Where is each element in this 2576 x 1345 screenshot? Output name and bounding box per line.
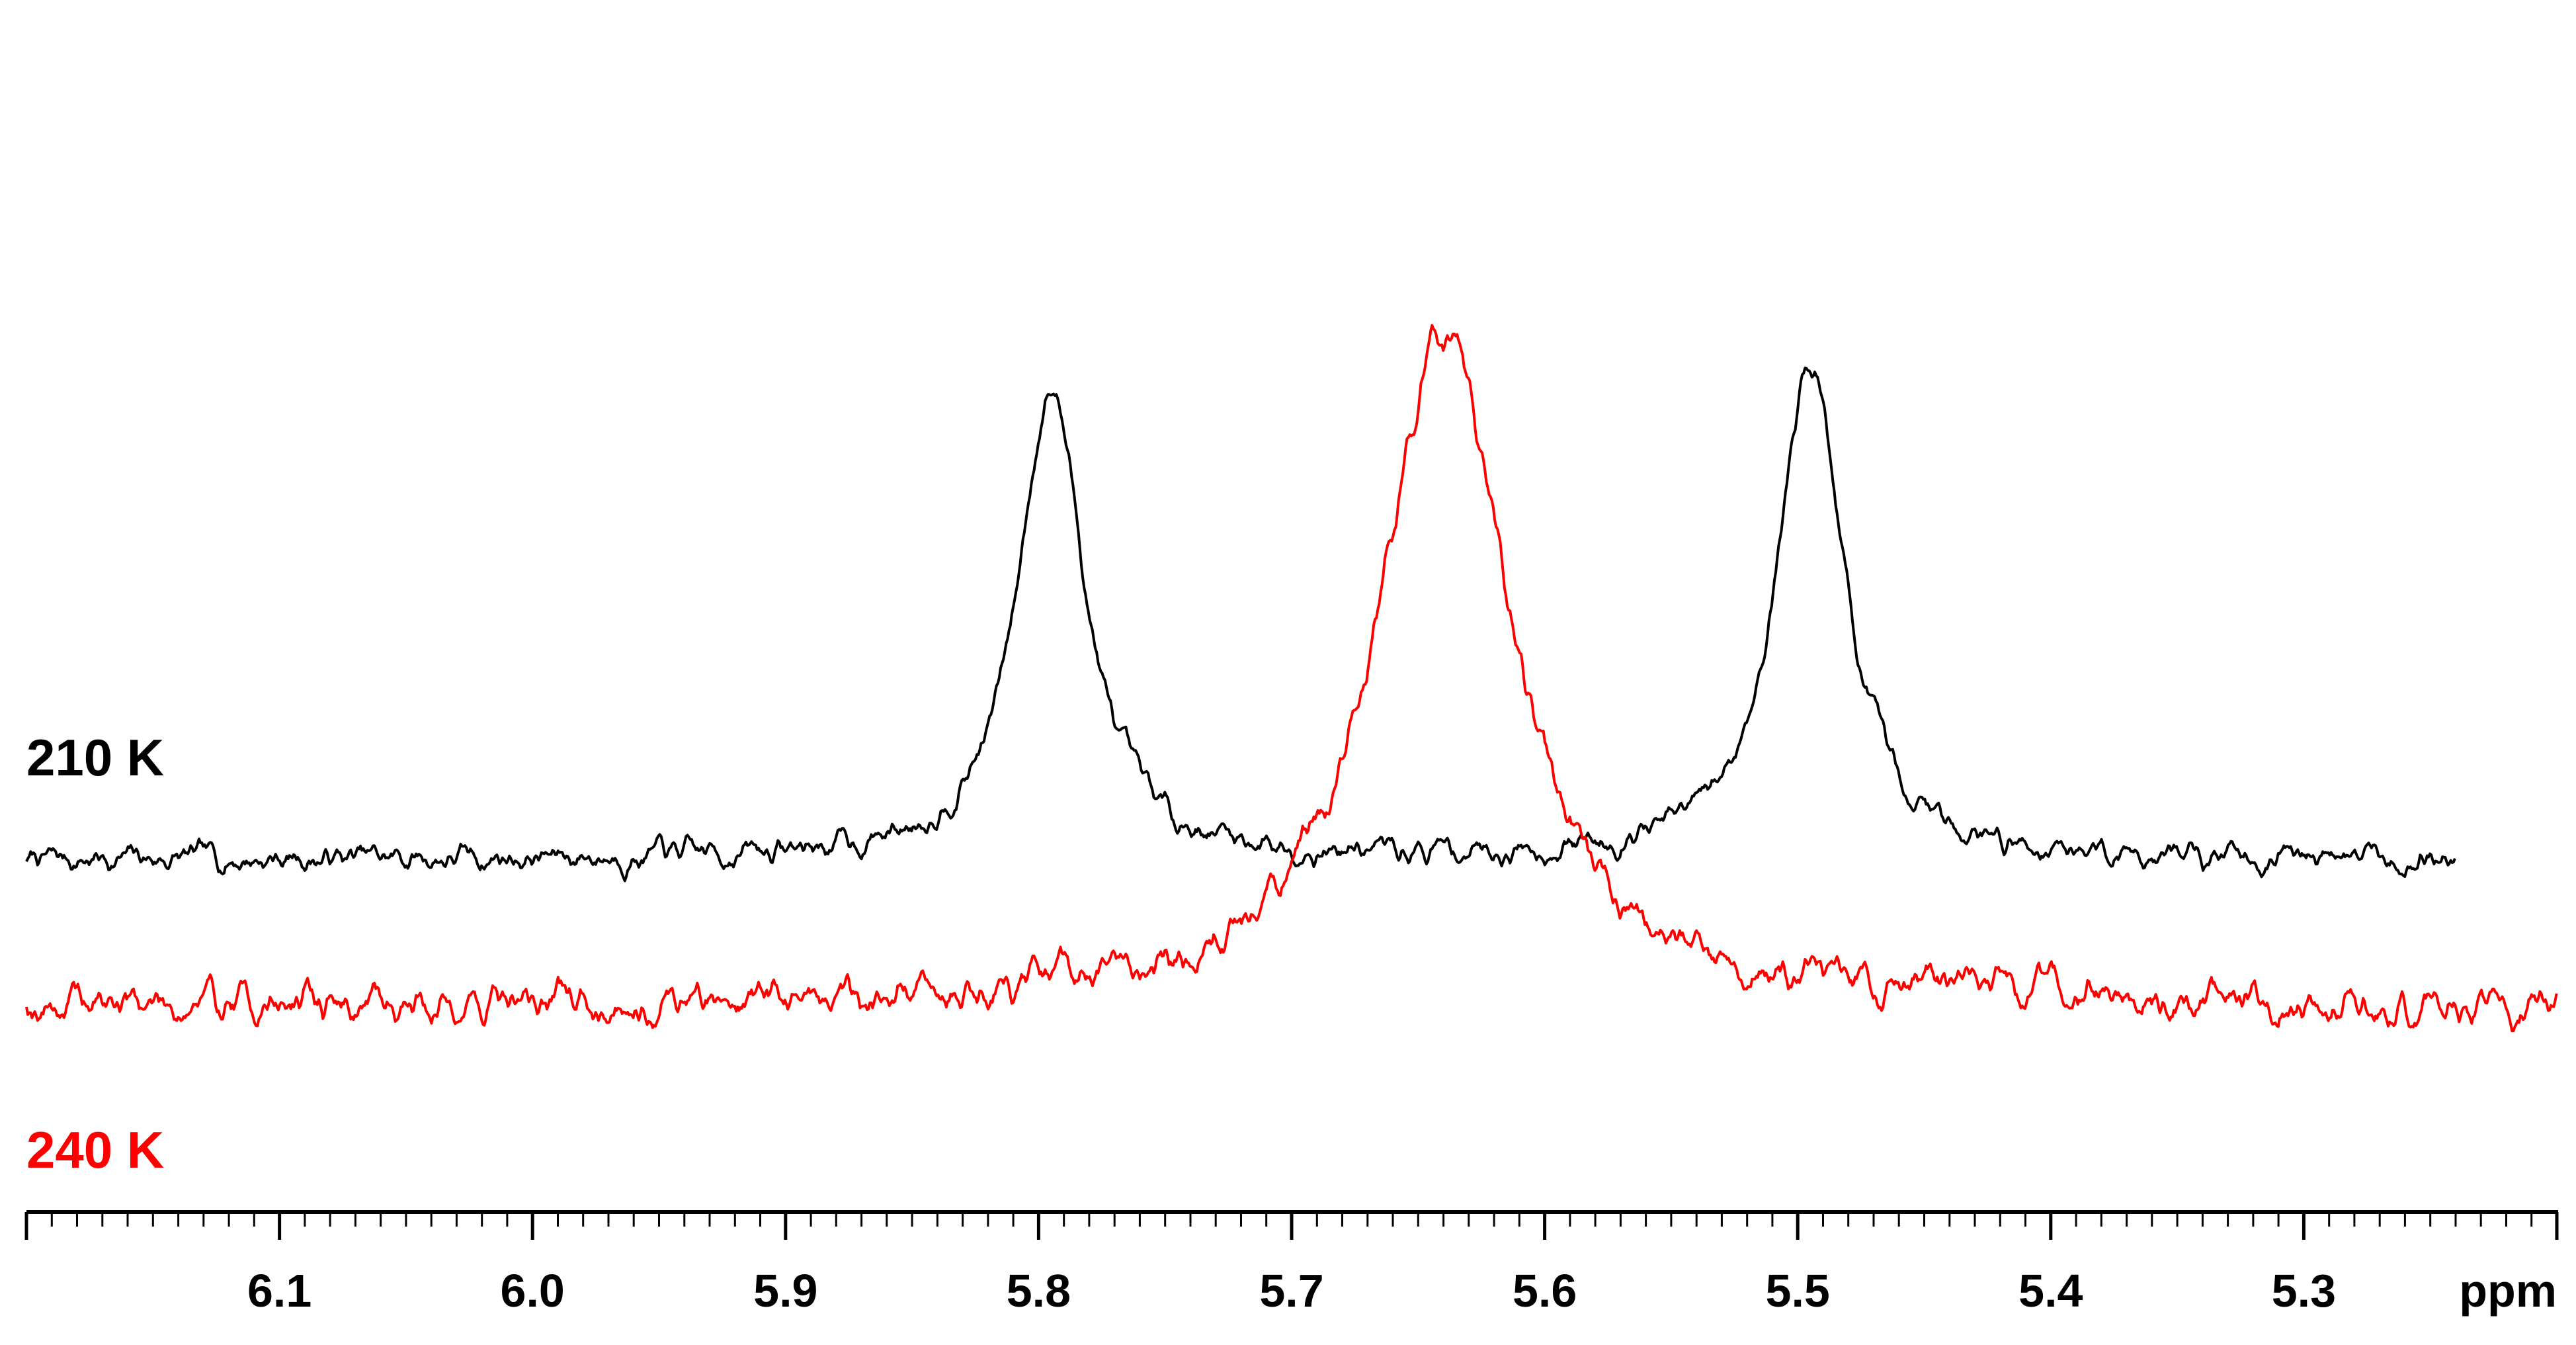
x-axis-tick-label: 5.5 (1766, 1265, 1830, 1317)
x-axis-tick-label: 6.1 (247, 1265, 312, 1317)
x-axis-tick-label: 6.0 (501, 1265, 565, 1317)
series-label-210k: 210 K (26, 728, 164, 787)
series-line-240k (25, 324, 2558, 1033)
x-axis-tick-labels: 6.1 6.0 5.9 5.8 5.7 5.6 5.5 5.4 5.3 (247, 1265, 2336, 1317)
x-axis: 6.1 6.0 5.9 5.8 5.7 5.6 5.5 5.4 5.3 ppm (24, 1210, 2559, 1317)
spectrum-traces (25, 324, 2558, 1033)
x-axis-tick-label: 5.6 (1513, 1265, 1577, 1317)
series-line-210k (25, 367, 2456, 883)
series-label-240k: 240 K (26, 1121, 164, 1179)
x-axis-ticks (24, 1212, 2559, 1240)
x-axis-tick-label: 5.7 (1259, 1265, 1323, 1317)
x-axis-unit-label: ppm (2459, 1265, 2557, 1317)
x-axis-tick-label: 5.8 (1007, 1265, 1071, 1317)
x-axis-tick-label: 5.3 (2272, 1265, 2336, 1317)
x-axis-tick-label: 5.9 (753, 1265, 817, 1317)
x-axis-tick-label: 5.4 (2018, 1265, 2083, 1317)
